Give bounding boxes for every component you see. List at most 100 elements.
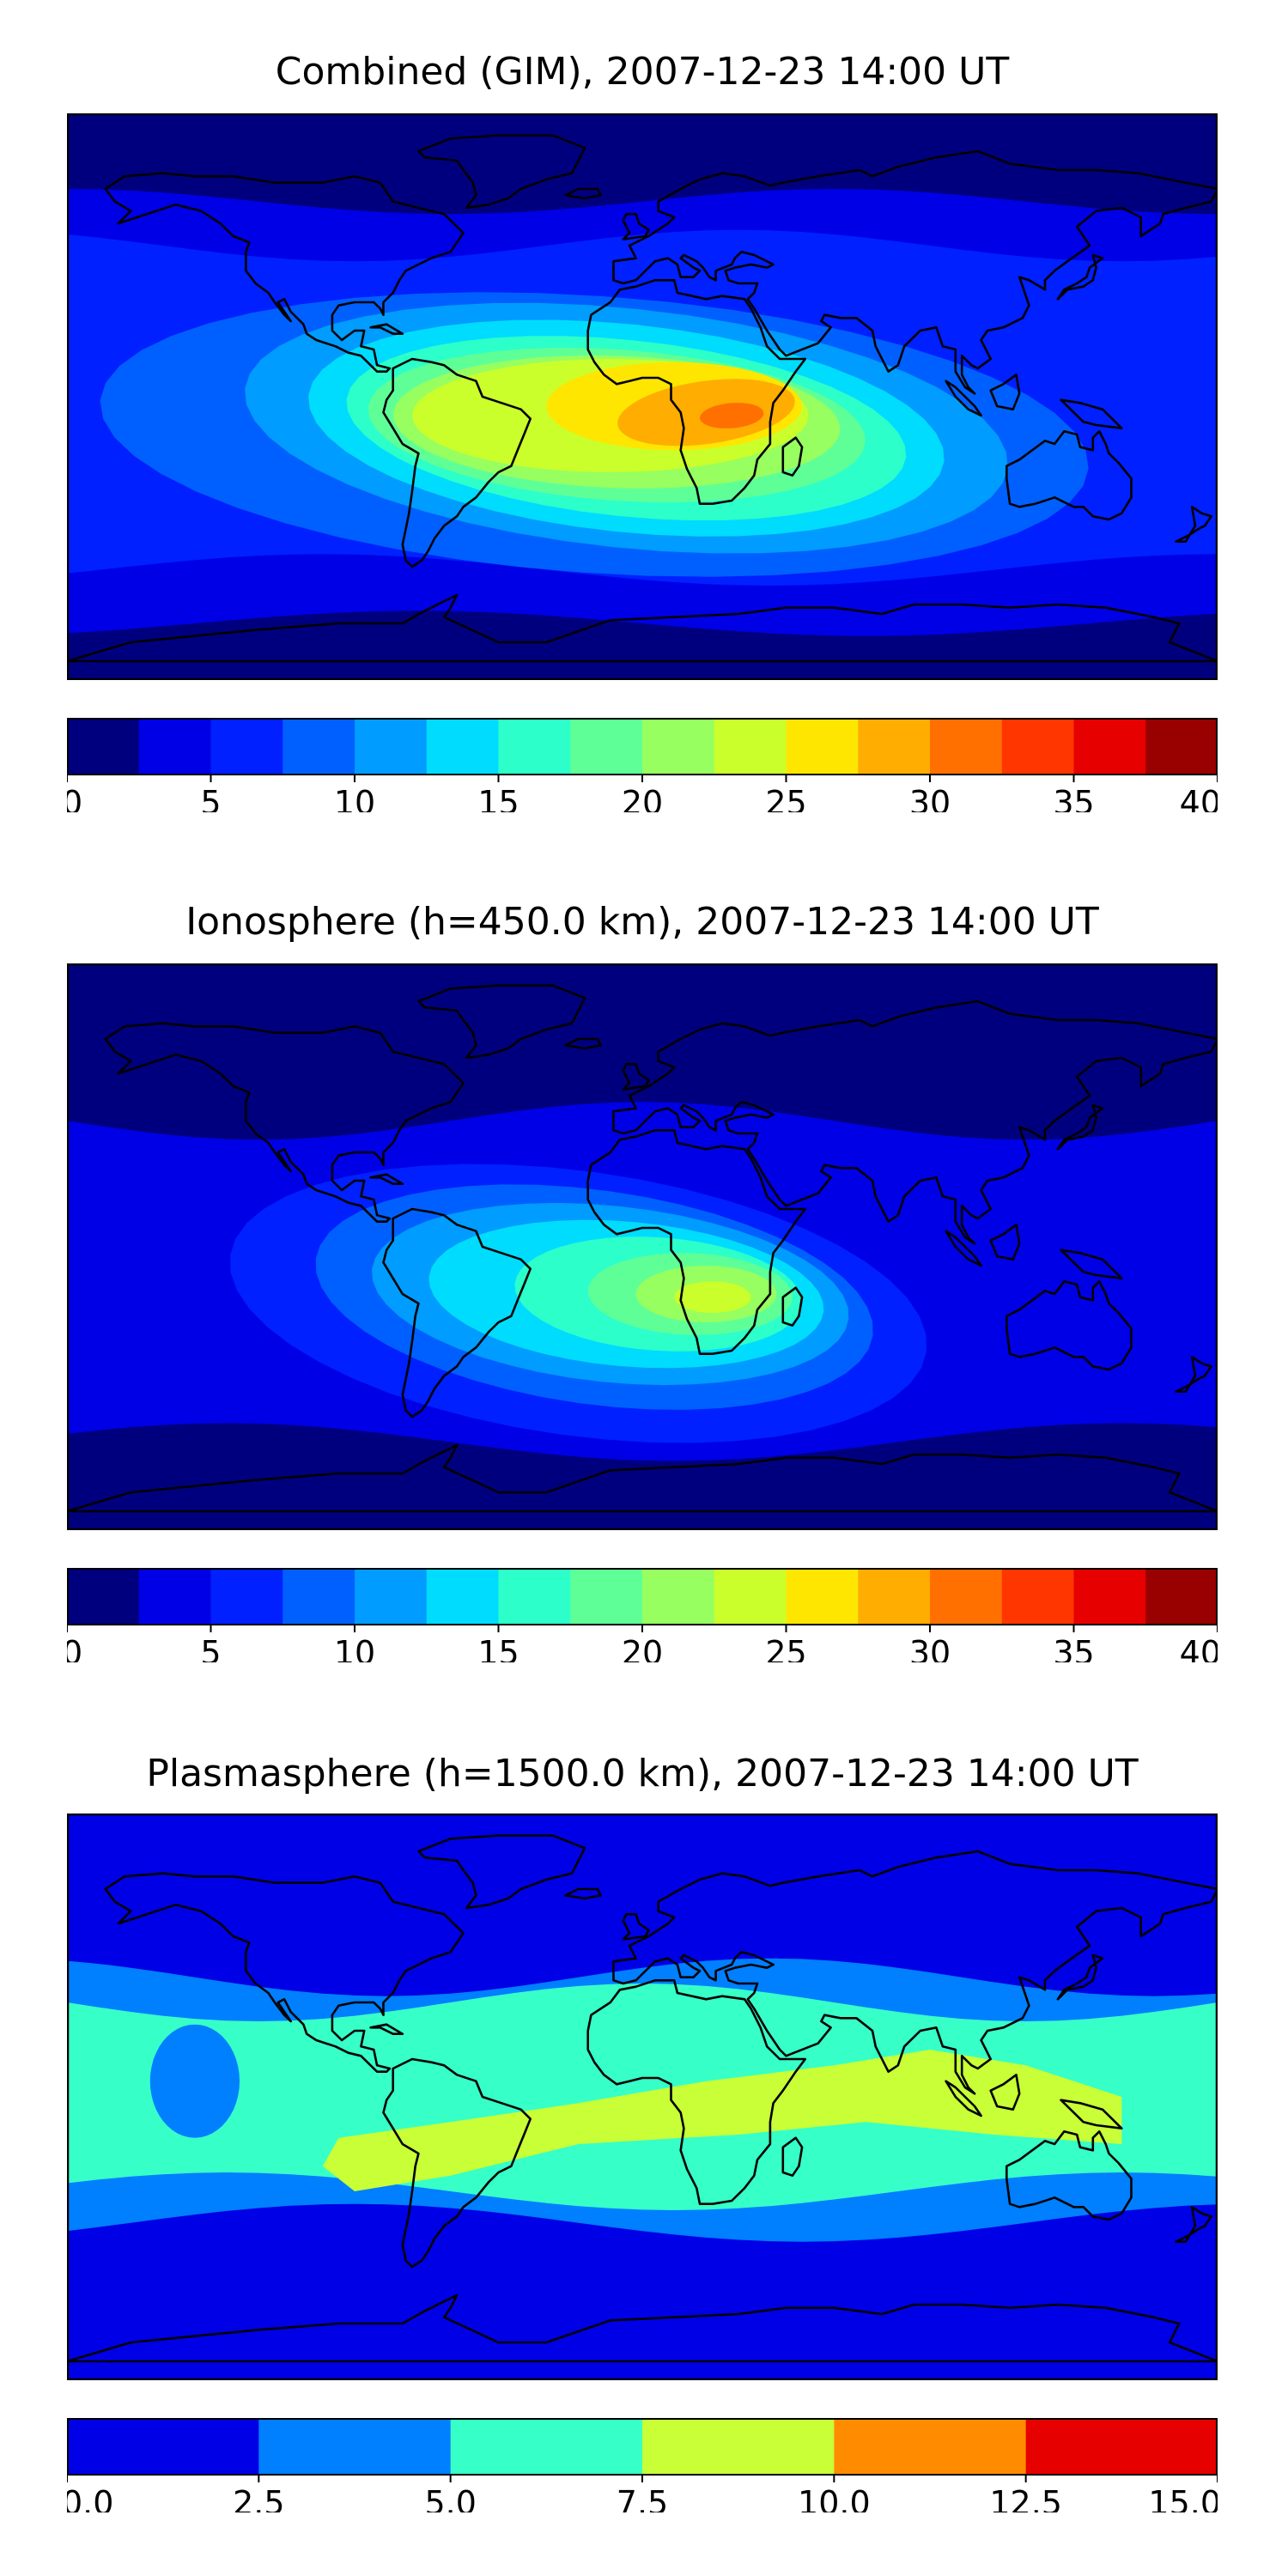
colorbar-tick-label: 10.0 [798, 2484, 871, 2512]
colorbar-tick-label: 5 [200, 1634, 221, 1662]
colorbar-segment [642, 1568, 715, 1625]
colorbar-segment [1025, 2418, 1218, 2475]
colorbar-tick-label: 25 [765, 1634, 806, 1662]
coastline-2 [382, 357, 532, 568]
coastline-10 [1060, 398, 1123, 430]
colorbar-tick-label: 30 [909, 784, 951, 812]
colorbar-tick-label: 10 [334, 784, 375, 812]
coastline-12 [1175, 1355, 1212, 1394]
coastline-15 [564, 1037, 602, 1050]
colorbar-segment [67, 1568, 140, 1625]
colorbar-tick-label: 5.0 [424, 2484, 476, 2512]
coastline-13 [67, 593, 1218, 663]
colorbar-segment [1001, 1568, 1074, 1625]
colorbar-tick-label: 35 [1053, 784, 1094, 812]
colorbar-tick-label: 15.0 [1148, 2484, 1218, 2512]
colorbar-segment [355, 1568, 428, 1625]
colorbar-segment [570, 1568, 643, 1625]
contour-level-9 [674, 1281, 751, 1313]
coastline-9 [945, 1230, 982, 1267]
coastline-8 [989, 1223, 1021, 1261]
chart-title: Combined (GIM), 2007-12-23 14:00 UT [275, 50, 1010, 94]
contour-level-12 [700, 403, 764, 428]
coastline-14 [369, 2023, 404, 2036]
coastline-5 [612, 149, 1218, 395]
colorbar-segment [642, 2418, 835, 2475]
coastline-7 [1056, 1103, 1104, 1151]
coastline-6 [622, 1063, 650, 1091]
colorbar-segment [786, 1568, 859, 1625]
colorbar-segment [858, 718, 931, 775]
coastline-8 [989, 2073, 1021, 2111]
coastline-0 [104, 1872, 465, 2074]
coastline-2 [382, 2057, 532, 2269]
map-frame [67, 113, 1218, 680]
colorbar-segment [355, 718, 428, 775]
colorbar-segment [210, 718, 283, 775]
coastline-4 [781, 436, 804, 477]
colorbar-segment [283, 718, 355, 775]
colorbar-tick-label: 40 [1180, 784, 1218, 812]
colorbar-segment [498, 718, 571, 775]
coastline-12 [1175, 2205, 1212, 2244]
coastline-6 [622, 213, 650, 240]
colorbar-segment [67, 2418, 259, 2475]
coastline-14 [369, 1173, 404, 1186]
colorbar-tick-label: 10 [334, 1634, 375, 1662]
colorbar-tick-label: 15 [477, 784, 519, 812]
heatmap-map [67, 1814, 1218, 2380]
colorbar: 0.0 2.5 5.0 7.5 10.0 12.5 15.0 [67, 2418, 1218, 2512]
colorbar-segment [930, 718, 1003, 775]
coastline-6 [622, 1913, 650, 1941]
colorbar-tick-label: 35 [1053, 1634, 1094, 1662]
colorbar-tick-label: 20 [622, 1634, 663, 1662]
coastline-11 [1005, 429, 1133, 521]
colorbar: 0 5 10 15 20 25 30 35 40 [67, 1568, 1218, 1662]
colorbar-segment [1145, 718, 1218, 775]
coastline-0 [104, 172, 465, 374]
coastline-8 [989, 373, 1021, 411]
colorbar-segment [570, 718, 643, 775]
coastline-10 [1060, 2099, 1123, 2130]
colorbar-segment [258, 2418, 452, 2475]
chart-title: Ionosphere (h=450.0 km), 2007-12-23 14:0… [185, 900, 1099, 944]
coastline-9 [945, 380, 982, 417]
colorbar-segment [642, 718, 715, 775]
colorbar-segment [858, 1568, 931, 1625]
coastline-5 [612, 1850, 1218, 2095]
colorbar-segment [1145, 1568, 1218, 1625]
colorbar-segment [834, 2418, 1027, 2475]
colorbar-segment [67, 718, 140, 775]
colorbar-tick-label: 0 [67, 784, 82, 812]
coastline-3 [586, 1979, 807, 2206]
coastline-1 [417, 134, 586, 210]
colorbar-segment [1073, 718, 1146, 775]
contour-level-3 [149, 2024, 240, 2138]
colorbar-segment [138, 1568, 211, 1625]
colorbar: 0 5 10 15 20 25 30 35 40 [67, 718, 1218, 812]
coastline-3 [586, 279, 807, 506]
coastline-7 [1056, 253, 1104, 301]
coastline-10 [1060, 1249, 1123, 1280]
coastline-0 [104, 1022, 465, 1224]
colorbar-segment [498, 1568, 571, 1625]
colorbar-segment [714, 718, 787, 775]
coastline-5 [612, 999, 1218, 1245]
colorbar-segment [450, 2418, 643, 2475]
colorbar-tick-label: 30 [909, 1634, 951, 1662]
colorbar-segment [930, 1568, 1003, 1625]
map-frame [67, 963, 1218, 1530]
heatmap-map [67, 113, 1218, 680]
coastline-11 [1005, 2129, 1133, 2221]
colorbar-segment [714, 1568, 787, 1625]
colorbar-tick-label: 0.0 [67, 2484, 113, 2512]
colorbar-segment [210, 1568, 283, 1625]
colorbar-segment [283, 1568, 355, 1625]
coastline-9 [945, 2080, 982, 2117]
coastline-14 [369, 323, 404, 336]
map-frame [67, 1814, 1218, 2380]
colorbar-segment [138, 718, 211, 775]
heatmap-map [67, 963, 1218, 1530]
coastline-15 [564, 187, 602, 200]
coastline-1 [417, 984, 586, 1060]
